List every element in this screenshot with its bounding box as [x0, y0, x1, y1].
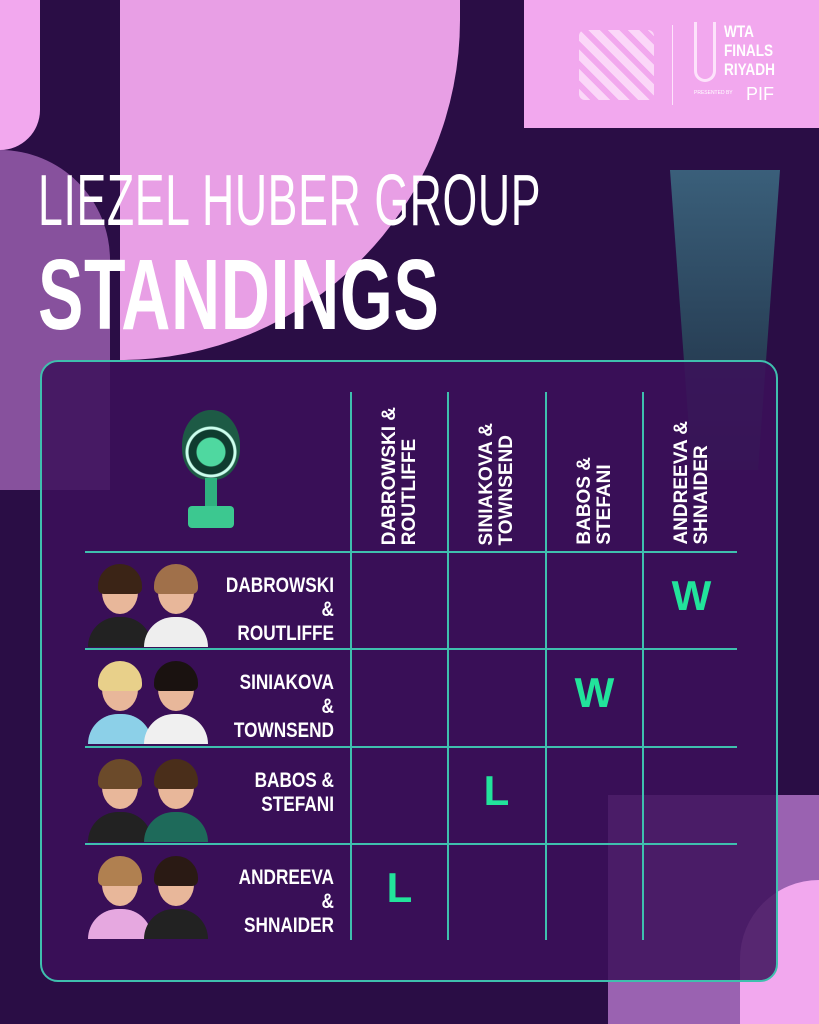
trophy-logo-icon	[694, 22, 716, 82]
grid-line	[350, 392, 352, 940]
group-title: LIEZEL HUBER GROUP	[38, 161, 542, 241]
player-avatar	[144, 854, 208, 939]
bg-shape	[0, 0, 40, 150]
page-title: STANDINGS	[38, 239, 440, 351]
team-photo	[88, 562, 218, 647]
player-avatar	[88, 659, 152, 744]
column-header: SINIAKOVA & TOWNSEND	[448, 400, 545, 545]
row-team-label: ANDREEVA & SHNAIDER	[238, 866, 334, 937]
match-result: W	[671, 572, 712, 619]
grid-line	[642, 392, 644, 940]
team-photo	[88, 659, 218, 744]
player-avatar	[88, 854, 152, 939]
presented-label: PRESENTED BY	[694, 90, 733, 96]
wta-finals-logo: WTA FINALS RIYADH	[724, 22, 775, 79]
column-header-label: ANDREEVA & SHNAIDER	[670, 421, 712, 545]
column-header: DABROWSKI & ROUTLIFFE	[351, 400, 448, 545]
player-avatar	[88, 757, 152, 842]
row-team-label: DABROWSKI & ROUTLIFFE	[225, 574, 334, 645]
team-photo	[88, 757, 218, 842]
player-avatar	[144, 757, 208, 842]
match-result: L	[483, 767, 510, 814]
row-team-label: SINIAKOVA & TOWNSEND	[233, 671, 334, 742]
player-avatar	[144, 659, 208, 744]
player-avatar	[88, 562, 152, 647]
grid-line	[447, 392, 449, 940]
trophy-icon	[180, 410, 242, 530]
grid-line	[85, 551, 737, 553]
column-header: BABOS & STEFANI	[546, 400, 643, 545]
player-avatar	[144, 562, 208, 647]
column-header: ANDREEVA & SHNAIDER	[643, 400, 740, 545]
riyadh-season-logo	[579, 30, 654, 100]
column-header-label: SINIAKOVA & TOWNSEND	[475, 422, 517, 545]
row-team-label: BABOS & STEFANI	[254, 769, 334, 816]
match-result: W	[574, 669, 615, 716]
logo-divider	[672, 25, 673, 105]
column-header-label: BABOS & STEFANI	[573, 457, 615, 545]
match-result: L	[386, 864, 413, 911]
grid-line	[85, 843, 737, 845]
pif-logo: PIF	[746, 84, 775, 104]
grid-line	[85, 746, 737, 748]
team-photo	[88, 854, 218, 939]
grid-line	[85, 648, 737, 650]
column-header-label: DABROWSKI & ROUTLIFFE	[378, 406, 420, 545]
grid-line	[545, 392, 547, 940]
logo-panel: WTA FINALS RIYADH PRESENTED BY PIF	[524, 0, 819, 128]
